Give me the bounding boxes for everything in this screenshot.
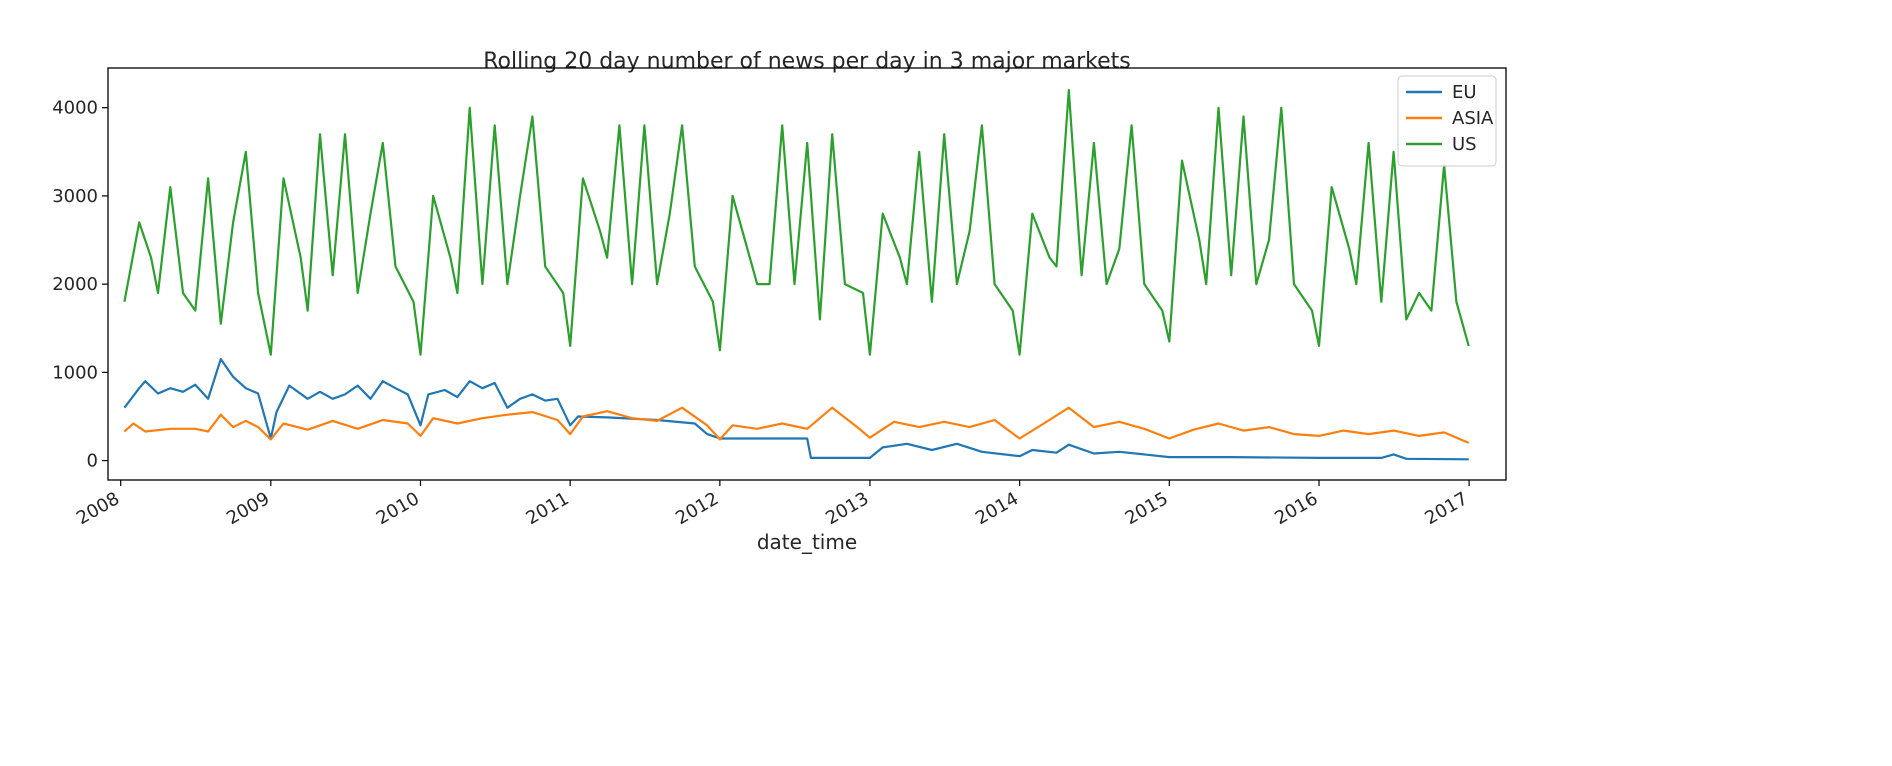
x-tick-label: 2008 bbox=[73, 488, 123, 529]
x-tick-label: 2010 bbox=[373, 488, 423, 529]
x-axis: 2008 2009 2010 2011 2012 2013 2014 2015 2016 2017 bbox=[73, 480, 1472, 529]
y-tick-label: 4000 bbox=[52, 98, 98, 119]
x-tick-label: 2009 bbox=[223, 488, 273, 529]
y-tick-label: 3000 bbox=[52, 186, 98, 207]
x-tick-label: 2016 bbox=[1271, 488, 1321, 529]
series-layer bbox=[123, 89, 1470, 461]
x-tick-label: 2013 bbox=[822, 488, 872, 529]
x-tick-label: 2012 bbox=[672, 488, 722, 529]
y-tick-label: 1000 bbox=[52, 362, 98, 383]
x-tick-label: 2017 bbox=[1421, 488, 1471, 529]
x-tick-label: 2014 bbox=[972, 488, 1022, 529]
legend: EU ASIA US bbox=[1397, 75, 1497, 167]
legend-label-us: US bbox=[1452, 134, 1477, 155]
legend-label-eu: EU bbox=[1452, 82, 1477, 103]
chart-title: Rolling 20 day number of news per day in… bbox=[483, 49, 1131, 74]
series-line-asia bbox=[123, 406, 1470, 444]
legend-label-asia: ASIA bbox=[1452, 108, 1494, 129]
series-line-eu bbox=[123, 358, 1469, 461]
y-tick-label: 2000 bbox=[52, 274, 98, 295]
x-axis-label: date_time bbox=[757, 530, 857, 554]
y-tick-label: 0 bbox=[87, 451, 98, 472]
x-tick-label: 2015 bbox=[1122, 488, 1172, 529]
x-tick-label: 2011 bbox=[522, 488, 572, 529]
y-axis: 0 1000 2000 3000 4000 bbox=[52, 98, 108, 472]
plot-frame bbox=[107, 67, 1507, 481]
series-line-us bbox=[123, 89, 1470, 356]
